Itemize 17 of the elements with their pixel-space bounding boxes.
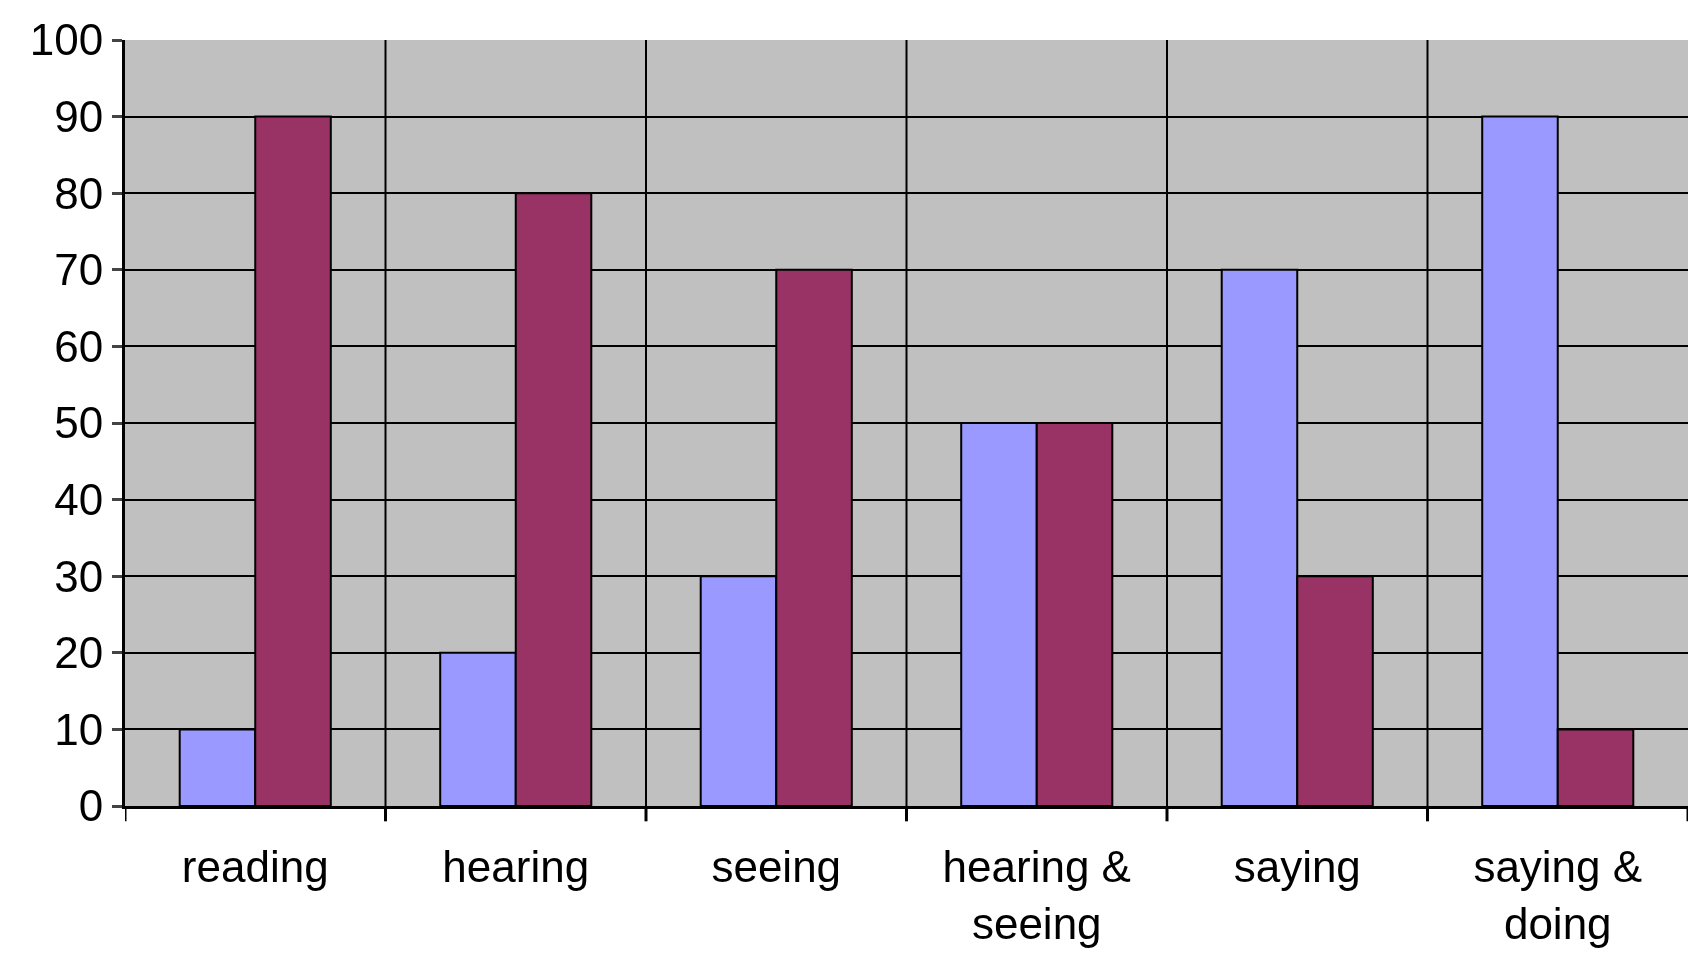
y-tick-label: 50 xyxy=(54,398,104,448)
y-tick-label: 0 xyxy=(78,781,104,831)
y-tick-label: 20 xyxy=(54,628,104,678)
y-tick-label: 40 xyxy=(54,475,104,524)
y-tick-label: 70 xyxy=(54,245,104,295)
y-tick-label: 100 xyxy=(29,15,104,65)
y-tick-label: 30 xyxy=(54,551,104,601)
x-tick-label: saying & doing xyxy=(1473,841,1643,948)
x-tick-label: seeing xyxy=(711,841,842,891)
x-tick-label: saying xyxy=(1233,841,1361,891)
y-tick-label: 90 xyxy=(54,92,104,141)
x-tick-label: hearing & seeing xyxy=(942,841,1131,948)
x-tick-label: reading xyxy=(181,841,329,891)
y-tick-label: 80 xyxy=(54,168,104,218)
x-tick-label: hearing xyxy=(442,841,590,891)
y-tick-label: 10 xyxy=(54,704,104,754)
y-tick-label: 60 xyxy=(54,321,104,371)
